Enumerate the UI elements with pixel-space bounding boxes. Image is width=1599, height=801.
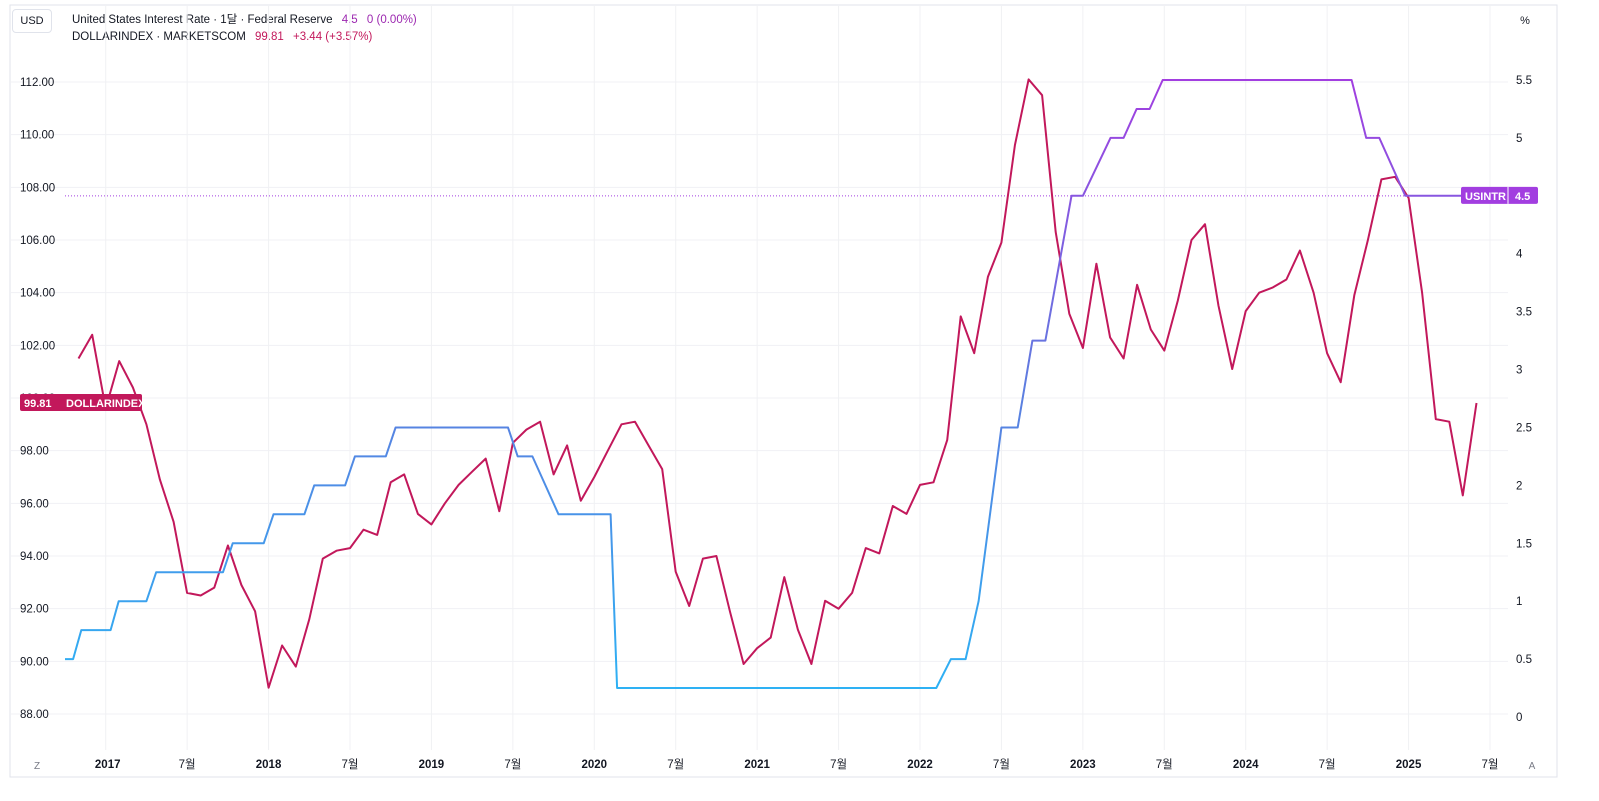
left-tick-label: 90.00 — [20, 656, 49, 668]
left-tick-label: 96.00 — [20, 498, 49, 510]
time-tick-label: 2019 — [419, 759, 445, 771]
grid — [10, 5, 1508, 750]
percent-scale-button[interactable]: % — [1520, 15, 1530, 27]
left-tick-label: 88.00 — [20, 709, 49, 721]
usintr-tag-bg — [1461, 186, 1538, 204]
dollarindex-tag-label: DOLLARINDEX — [66, 398, 146, 410]
right-tick-label: 2.5 — [1516, 422, 1532, 434]
time-tick-label: 7월 — [1156, 758, 1173, 771]
legend-dxy-change: +3.44 (+3.57%) — [293, 31, 373, 43]
time-tick-label: 2021 — [744, 759, 770, 771]
auto-scale-right-button[interactable]: A — [1529, 761, 1536, 772]
currency-button[interactable]: USD — [12, 9, 52, 33]
left-tick-label: 108.00 — [20, 182, 55, 194]
left-tick-label: 92.00 — [20, 604, 49, 616]
dollarindex-tag-bg — [20, 394, 142, 412]
legend-rate[interactable]: United States Interest Rate · 1달 · Feder… — [72, 12, 417, 29]
dollarindex-line — [77, 78, 1478, 689]
right-tick-label: 3 — [1516, 365, 1522, 377]
right-tick-label: 5.5 — [1516, 75, 1532, 87]
time-tick-label: 7월 — [342, 758, 359, 771]
right-tick-label: 0.5 — [1516, 654, 1532, 666]
left-tick-label: 94.00 — [20, 551, 49, 563]
right-tick-label: 2 — [1516, 480, 1522, 492]
time-tick-label: 7월 — [667, 758, 684, 771]
time-tick-label: 7월 — [1482, 758, 1499, 771]
usintr-last-value: 4.5 — [1515, 191, 1530, 203]
right-tick-label: 0 — [1516, 712, 1522, 724]
right-tick-label: 3.5 — [1516, 307, 1532, 319]
legend: United States Interest Rate · 1달 · Feder… — [72, 12, 417, 46]
left-tick-label: 110.00 — [20, 130, 54, 142]
usintr-tag-label: USINTR — [1465, 191, 1506, 203]
time-tick-label: 2022 — [907, 759, 933, 771]
right-tick-label: 1 — [1516, 596, 1522, 608]
time-tick-label: 7월 — [1319, 758, 1336, 771]
series-lines — [65, 78, 1507, 689]
time-tick-label: 7월 — [504, 758, 521, 771]
time-tick-label: 7월 — [179, 758, 196, 771]
time-tick-label: 2018 — [256, 759, 282, 771]
left-tick-label: 102.00 — [20, 340, 55, 352]
time-axis: 2017 7월 2018 7월 2019 7월 2020 7월 2021 7월 2022 7월 2023… — [95, 758, 1499, 771]
dollarindex-last-value: 99.81 — [24, 398, 52, 410]
right-axis: 0 0.5 1 1.5 2 2.5 3 3.5 4 4.5 5 5.5 — [1516, 75, 1532, 724]
left-tick-label: 104.00 — [20, 288, 55, 300]
left-tick-label: 106.00 — [20, 235, 55, 247]
left-tick-label: 112.00 — [20, 77, 54, 89]
time-tick-label: 2025 — [1396, 759, 1422, 771]
price-tags: 99.81 DOLLARINDEX USINTR 4.5 — [20, 186, 1538, 412]
right-tick-label: 1.5 — [1516, 538, 1532, 550]
time-tick-label: 2024 — [1233, 759, 1259, 771]
left-tick-label: 98.00 — [20, 446, 49, 458]
right-tick-label: 5 — [1516, 133, 1522, 145]
time-tick-label: 2017 — [95, 759, 121, 771]
time-tick-label: 7월 — [993, 758, 1010, 771]
time-tick-label: 2023 — [1070, 759, 1096, 771]
time-tick-label: 2020 — [581, 759, 607, 771]
legend-rate-name: United States Interest Rate · 1달 · Feder… — [72, 14, 333, 26]
legend-dxy-value: 99.81 — [255, 31, 284, 43]
legend-dxy-name: DOLLARINDEX · MARKETSCOM — [72, 31, 246, 43]
right-tick-label: 4 — [1516, 249, 1523, 261]
interest-rate-line — [65, 79, 1507, 689]
auto-scale-left-button[interactable]: Z — [34, 761, 40, 772]
legend-rate-change: 0 (0.00%) — [366, 14, 417, 26]
legend-dxy[interactable]: DOLLARINDEX · MARKETSCOM 99.81 +3.44 (+3… — [72, 29, 417, 46]
time-tick-label: 7월 — [830, 758, 847, 771]
